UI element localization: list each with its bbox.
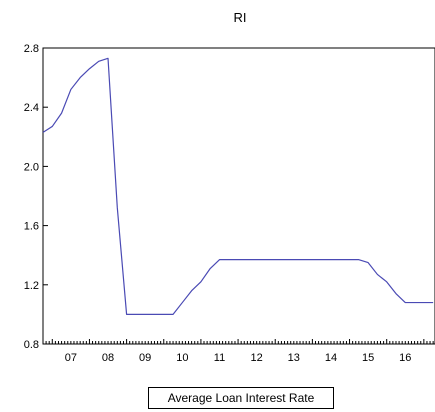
x-tick-label: 07 bbox=[65, 352, 77, 364]
x-tick-label: 09 bbox=[139, 352, 151, 364]
y-tick-label: 2.4 bbox=[24, 102, 39, 114]
x-tick-label: 14 bbox=[325, 352, 337, 364]
y-tick-label: 1.6 bbox=[24, 221, 39, 233]
series-line bbox=[42, 57, 434, 315]
x-tick-label: 12 bbox=[251, 352, 263, 364]
plot-frame bbox=[42, 47, 435, 345]
y-tick-label: 2.8 bbox=[24, 43, 39, 55]
y-tick-label: 2.0 bbox=[24, 161, 39, 173]
x-tick-label: 10 bbox=[176, 352, 188, 364]
chart-title: RI bbox=[234, 10, 247, 25]
x-axis: 0708091011121314151617 bbox=[45, 339, 434, 364]
y-tick-label: 0.8 bbox=[24, 339, 39, 351]
legend: Average Loan Interest Rate bbox=[148, 387, 334, 409]
x-tick-label: 16 bbox=[399, 352, 411, 364]
x-tick-label: 13 bbox=[288, 352, 300, 364]
y-axis: 0.8 1.2 1.6 2.0 2.4 2.8 bbox=[24, 43, 48, 351]
x-tick-label: 15 bbox=[362, 352, 374, 364]
x-tick-label: 08 bbox=[102, 352, 114, 364]
legend-entry-label: Average Loan Interest Rate bbox=[167, 391, 315, 405]
x-tick-label: 11 bbox=[214, 352, 225, 364]
y-tick-label: 1.2 bbox=[24, 280, 39, 292]
series-group bbox=[42, 57, 434, 315]
